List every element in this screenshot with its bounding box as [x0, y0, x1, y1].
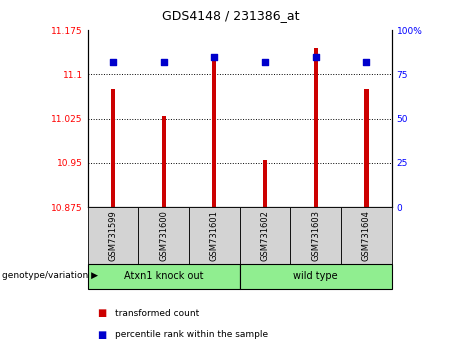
Bar	[290, 207, 341, 264]
Point	[211, 54, 218, 59]
Point	[363, 59, 370, 65]
Point	[312, 54, 319, 59]
Text: GSM731601: GSM731601	[210, 210, 219, 261]
Bar	[263, 160, 267, 207]
Text: percentile rank within the sample: percentile rank within the sample	[115, 330, 268, 339]
Bar	[365, 89, 368, 207]
Bar	[111, 89, 115, 207]
Bar	[240, 264, 392, 289]
Bar	[88, 207, 138, 264]
Text: Atxn1 knock out: Atxn1 knock out	[124, 271, 203, 281]
Text: ■: ■	[97, 308, 106, 318]
Text: transformed count: transformed count	[115, 309, 200, 318]
Bar	[341, 207, 392, 264]
Text: GSM731604: GSM731604	[362, 210, 371, 261]
Bar	[189, 207, 240, 264]
Point	[160, 59, 167, 65]
Text: GSM731603: GSM731603	[311, 210, 320, 261]
Text: GSM731599: GSM731599	[108, 210, 118, 261]
Text: GSM731600: GSM731600	[159, 210, 168, 261]
Bar	[88, 264, 240, 289]
Text: ■: ■	[97, 330, 106, 339]
Bar	[240, 207, 290, 264]
Text: GDS4148 / 231386_at: GDS4148 / 231386_at	[162, 9, 299, 22]
Text: genotype/variation ▶: genotype/variation ▶	[2, 271, 98, 280]
Point	[109, 59, 117, 65]
Bar	[162, 116, 165, 207]
Bar	[314, 48, 318, 207]
Point	[261, 59, 269, 65]
Text: GSM731602: GSM731602	[260, 210, 270, 261]
Bar	[138, 207, 189, 264]
Bar	[213, 57, 216, 207]
Text: wild type: wild type	[294, 271, 338, 281]
